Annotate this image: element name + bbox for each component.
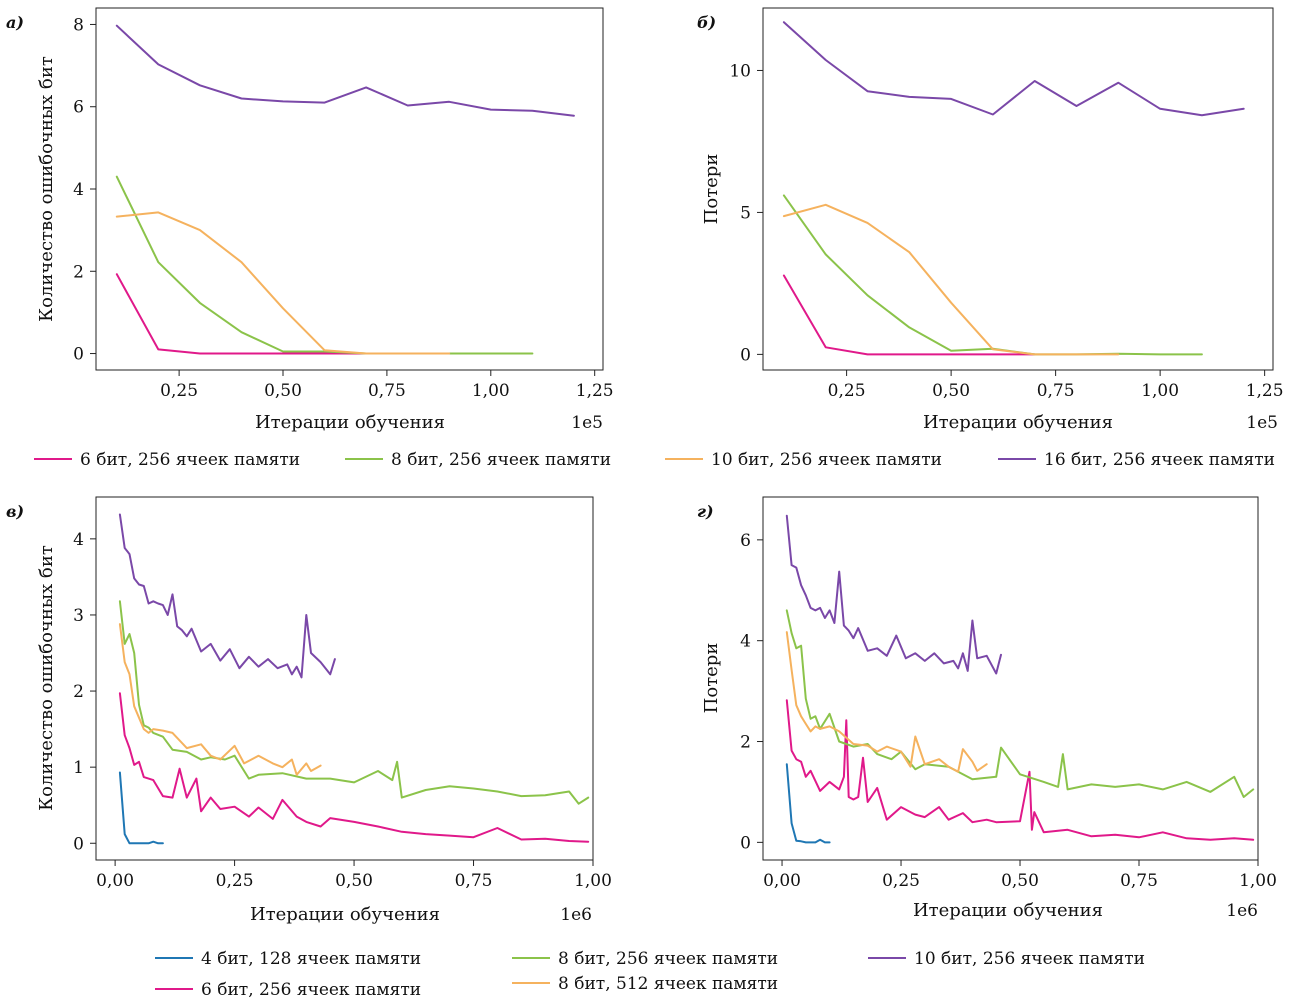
series-line <box>782 194 1203 356</box>
y-tick-label: 4 <box>740 632 751 652</box>
legend-bottom: 4 бит, 128 ячеек памяти 6 бит, 256 ячеек … <box>155 949 1145 999</box>
y-axis-title: Количество ошибочных бит <box>36 545 57 811</box>
legend-label: 10 бит, 256 ячеек памяти <box>711 450 942 470</box>
series-line <box>118 692 590 843</box>
legend-label: 8 бит, 256 ячеек памяти <box>558 949 778 969</box>
y-tick-label: 2 <box>73 262 84 282</box>
y-tick-label: 10 <box>729 61 751 81</box>
x-tick-label: 0,25 <box>216 871 254 891</box>
panel-label: в) <box>6 502 24 521</box>
series-line <box>782 21 1245 117</box>
y-tick-label: 2 <box>740 733 751 753</box>
legend-label: 10 бит, 256 ячеек памяти <box>914 949 1145 969</box>
series-line <box>115 175 534 355</box>
x-tick-label: 0,25 <box>160 381 198 401</box>
x-tick-label: 0,75 <box>1120 871 1158 891</box>
series-line <box>785 699 1255 841</box>
y-tick-label: 8 <box>73 15 84 35</box>
chart-panel-2: 0,25 0,50 0,75 1,00 1,25 0 5 10 Итерации обучени… <box>697 7 1284 433</box>
series-line <box>785 631 988 773</box>
series-line <box>118 600 590 805</box>
x-tick-label: 0,50 <box>1001 871 1039 891</box>
legend-label: 6 бит, 256 ячеек памяти <box>201 980 421 999</box>
x-tick-label: 1,00 <box>574 871 612 891</box>
y-tick-label: 0 <box>740 833 751 853</box>
legend-label: 6 бит, 256 ячеек памяти <box>80 450 300 470</box>
series-line <box>785 514 1002 675</box>
series-line <box>782 274 1036 356</box>
y-tick-label: 0 <box>73 345 84 365</box>
x-tick-label: 0,75 <box>368 381 406 401</box>
y-tick-label: 6 <box>73 98 84 118</box>
legend-label: 8 бит, 512 ячеек памяти <box>558 974 778 994</box>
y-tick-label: 6 <box>740 531 751 551</box>
series-line <box>118 771 164 845</box>
series-line <box>785 609 1255 798</box>
axes-frame <box>762 7 1274 371</box>
legend-label: 8 бит, 256 ячеек памяти <box>391 450 611 470</box>
x-tick-label: 1,00 <box>1239 871 1277 891</box>
x-tick-label: 0,00 <box>763 871 801 891</box>
x-axis-title: Итерации обучения <box>255 412 445 433</box>
x-offset-label: 1e5 <box>1246 413 1278 433</box>
panel-label: г) <box>697 502 714 521</box>
y-axis-title: Потери <box>701 154 722 225</box>
y-tick-label: 4 <box>73 180 84 200</box>
y-tick-label: 2 <box>73 682 84 702</box>
chart-panel-4: 0,00 0,25 0,50 0,75 1,00 0 2 4 6 Итерации обучени… <box>697 496 1277 921</box>
x-tick-label: 1,00 <box>472 381 510 401</box>
x-offset-label: 1e5 <box>571 413 603 433</box>
series-line <box>118 623 322 776</box>
series-line <box>115 211 451 355</box>
x-tick-label: 1,00 <box>1141 381 1179 401</box>
legend-label: 16 бит, 256 ячеек памяти <box>1044 450 1275 470</box>
y-tick-label: 5 <box>740 203 751 223</box>
x-axis-title: Итерации обучения <box>250 904 440 925</box>
y-tick-label: 3 <box>73 606 84 626</box>
y-tick-label: 0 <box>73 834 84 854</box>
axes-frame <box>95 7 604 371</box>
y-tick-label: 4 <box>73 530 84 550</box>
x-axis-title: Итерации обучения <box>913 900 1103 921</box>
x-offset-label: 1e6 <box>1226 901 1258 921</box>
series-line <box>115 24 575 117</box>
chart-panel-3: 0,00 0,25 0,50 0,75 1,00 0 1 2 3 4 Итерации обучен… <box>6 496 612 925</box>
y-axis-title: Количество ошибочных бит <box>36 56 57 322</box>
panel-label: б) <box>697 13 716 32</box>
x-tick-label: 0,50 <box>932 381 970 401</box>
x-tick-label: 1,25 <box>1246 381 1284 401</box>
panel-label: а) <box>6 13 24 32</box>
x-tick-label: 0,75 <box>455 871 493 891</box>
x-tick-label: 1,25 <box>576 381 614 401</box>
chart-panel-1: 0,25 0,50 0,75 1,00 1,25 0 2 4 6 8 Итерации обучен… <box>6 7 614 433</box>
series-line <box>115 273 368 355</box>
series-line <box>782 203 1120 356</box>
y-tick-label: 0 <box>740 345 751 365</box>
x-tick-label: 0,25 <box>828 381 866 401</box>
axes-frame <box>762 496 1259 861</box>
series-line <box>785 763 831 844</box>
x-tick-label: 0,75 <box>1037 381 1075 401</box>
x-axis-title: Итерации обучения <box>923 412 1113 433</box>
x-offset-label: 1e6 <box>560 905 592 925</box>
axes-frame <box>95 496 594 861</box>
y-axis-title: Потери <box>701 643 722 714</box>
y-tick-label: 1 <box>73 758 84 778</box>
series-line <box>118 513 336 679</box>
x-tick-label: 0,00 <box>96 871 134 891</box>
legend-top: 6 бит, 256 ячеек памяти 8 бит, 256 ячеек … <box>34 450 1275 470</box>
x-tick-label: 0,50 <box>264 381 302 401</box>
legend-label: 4 бит, 128 ячеек памяти <box>201 949 421 969</box>
x-tick-label: 0,50 <box>335 871 373 891</box>
x-tick-label: 0,25 <box>882 871 920 891</box>
